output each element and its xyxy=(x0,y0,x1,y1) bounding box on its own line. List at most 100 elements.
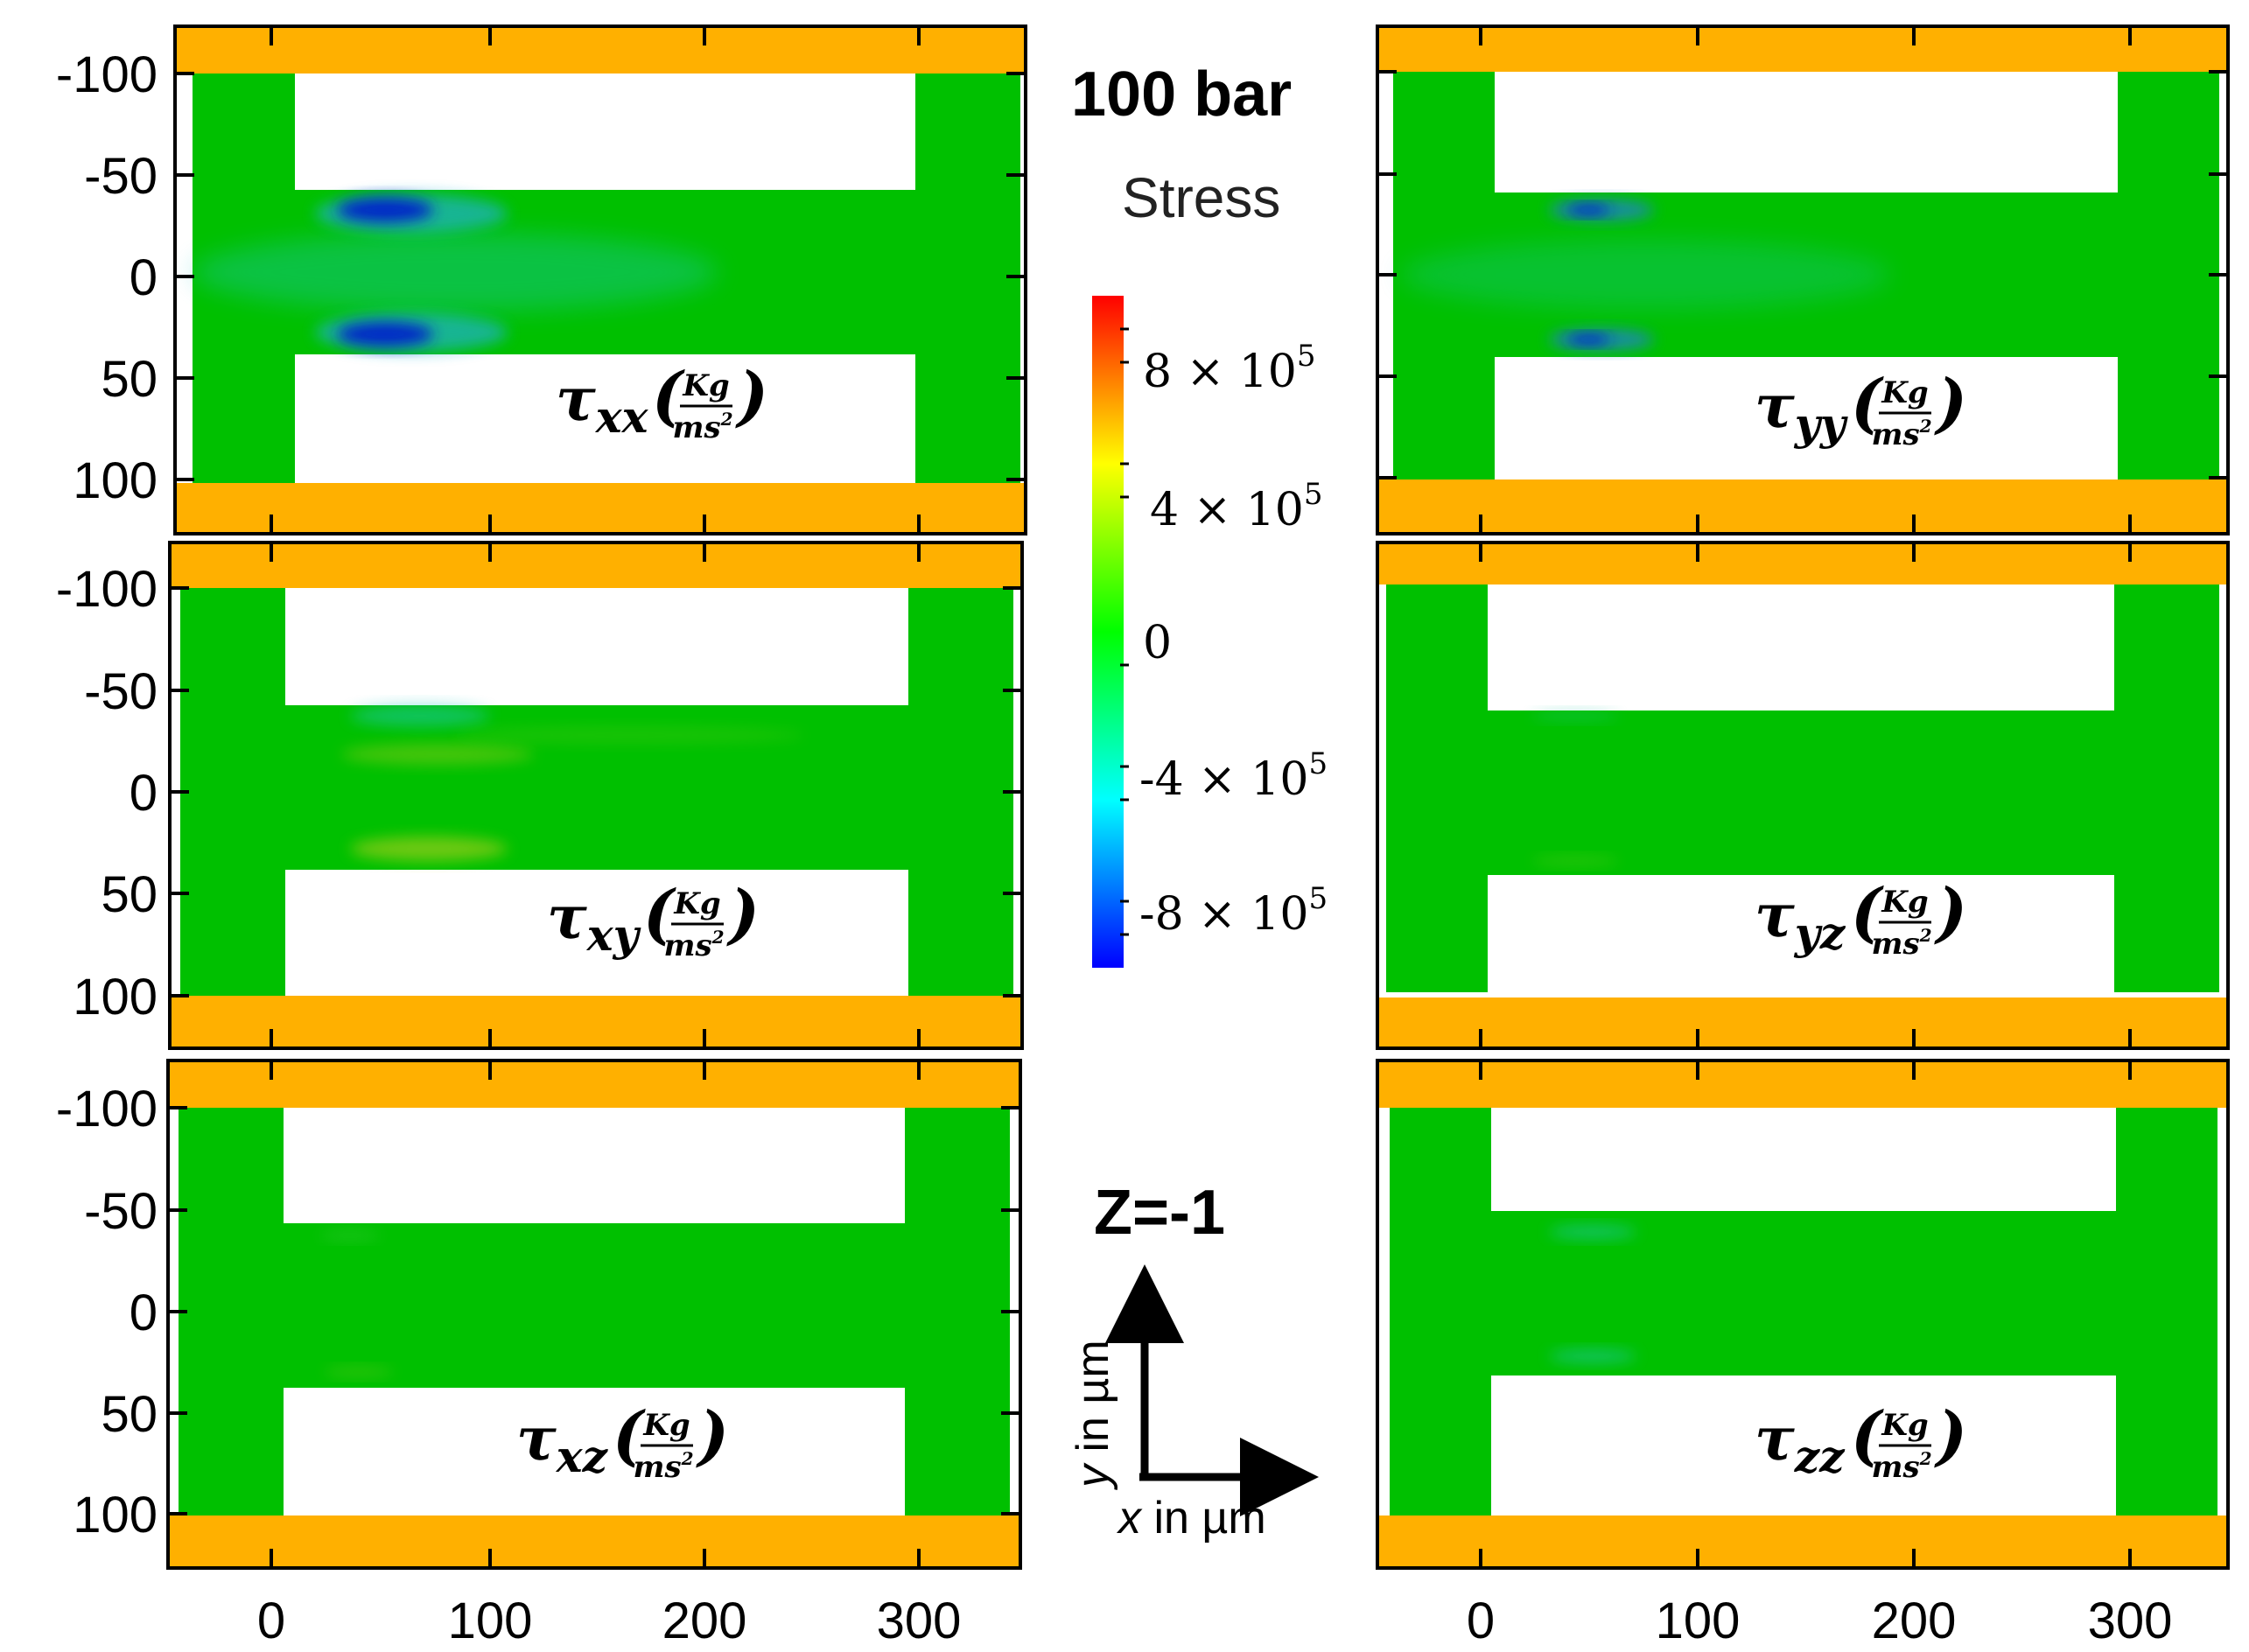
svg-text:Kg: Kg xyxy=(1881,1408,1928,1443)
wall-top xyxy=(170,1062,1019,1108)
svg-text:τxz: τxz xyxy=(516,1404,609,1482)
stress-component-label: τyy ( Kg ms2 ) xyxy=(1755,366,1967,452)
colorbar: 8 × 105 4 × 105 0 -4 × 105 -8 × 105 xyxy=(1092,296,1328,968)
axes-indicator: y in µm x in µm xyxy=(1068,1264,1319,1544)
z-plane-label: Z=-1 xyxy=(1094,1178,1225,1248)
svg-text:ms2: ms2 xyxy=(663,927,724,963)
colorbar-label: 4 × 105 xyxy=(1150,477,1323,536)
stress-label: Stress xyxy=(1122,166,1280,229)
tick-marks xyxy=(1479,1062,2132,1566)
tick-marks xyxy=(172,544,1020,1046)
y-tick-label: 0 xyxy=(130,765,158,822)
svg-text:τxy: τxy xyxy=(547,883,641,961)
wall-top xyxy=(1379,544,2226,584)
wall-top xyxy=(172,544,1020,588)
x-tick-label: 300 xyxy=(2088,1592,2173,1649)
fluid-domain xyxy=(179,1108,1010,1516)
wall-bottom xyxy=(177,483,1024,532)
tick-marks xyxy=(177,28,1024,532)
svg-text:Kg: Kg xyxy=(642,1408,690,1443)
stress-features xyxy=(319,1230,394,1377)
panel-txz: -100 -50 0 50 100 0 100 200 300 τxz ( Kg… xyxy=(56,1059,1022,1649)
y-tick-label: 0 xyxy=(130,249,158,306)
x-tick-labels: 0 100 200 300 xyxy=(1467,1592,2173,1649)
stress-features xyxy=(193,194,718,352)
tick-marks xyxy=(1379,28,2226,532)
x-tick-label: 100 xyxy=(448,1592,533,1649)
stress-component-label: τxx ( Kg ms2 ) xyxy=(556,359,768,445)
svg-text:τyz: τyz xyxy=(1755,881,1846,959)
x-tick-label: 200 xyxy=(662,1592,747,1649)
panel-tzz: 0 100 200 300 τzz ( Kg ms2 ) xyxy=(1376,1059,2230,1649)
svg-text:ms2: ms2 xyxy=(633,1448,693,1485)
wall-bottom xyxy=(1379,998,2226,1046)
colorbar-label: -4 × 105 xyxy=(1139,746,1328,806)
svg-text:): ) xyxy=(1934,875,1967,950)
x-tick-label: 0 xyxy=(257,1592,285,1649)
stress-features xyxy=(1531,710,1619,866)
y-tick-labels: -100 -50 0 50 100 xyxy=(56,561,158,1026)
colorbar-gradient xyxy=(1092,296,1124,968)
wall-top xyxy=(177,28,1024,74)
y-tick-label: -100 xyxy=(56,1081,158,1138)
y-tick-label: 100 xyxy=(73,969,158,1026)
svg-text:ms2: ms2 xyxy=(1871,1448,1931,1485)
y-tick-labels: -100 -50 0 50 100 xyxy=(56,1081,158,1544)
y-tick-label: -100 xyxy=(56,46,158,103)
stress-component-label: τxy ( Kg ms2 ) xyxy=(547,877,760,963)
y-tick-label: 50 xyxy=(101,1386,158,1443)
colorbar-ticks xyxy=(1120,327,1129,936)
panel-txy: -100 -50 0 50 100 τxy ( Kg ms2 ) xyxy=(56,541,1024,1050)
x-tick-label: 200 xyxy=(1872,1592,1957,1649)
x-axis-caption: x in µm xyxy=(1116,1493,1266,1544)
svg-text:ms2: ms2 xyxy=(1871,925,1931,962)
pressure-title: 100 bar xyxy=(1071,60,1292,130)
svg-text:(: ( xyxy=(643,877,676,952)
colorbar-label: -8 × 105 xyxy=(1139,881,1328,941)
x-tick-label: 300 xyxy=(877,1592,962,1649)
fluid-domain xyxy=(1386,584,2219,992)
svg-text:τzz: τzz xyxy=(1755,1404,1846,1482)
wall-top xyxy=(1379,1062,2226,1108)
svg-text:Kg: Kg xyxy=(1881,375,1928,410)
y-tick-label: -50 xyxy=(84,663,158,720)
svg-text:ms2: ms2 xyxy=(672,409,732,445)
svg-text:Kg: Kg xyxy=(673,886,720,921)
svg-text:Kg: Kg xyxy=(1881,885,1928,920)
tick-marks xyxy=(1479,544,2132,1046)
colorbar-label: 8 × 105 xyxy=(1143,339,1316,398)
x-tick-label: 0 xyxy=(1467,1592,1495,1649)
svg-text:τyy: τyy xyxy=(1755,372,1848,450)
svg-text:): ) xyxy=(1934,1398,1967,1474)
y-tick-label: -100 xyxy=(56,561,158,618)
y-tick-labels: -100 -50 0 50 100 xyxy=(56,46,158,509)
svg-text:(: ( xyxy=(613,1398,646,1474)
svg-text:ms2: ms2 xyxy=(1871,416,1931,452)
colorbar-label: 0 xyxy=(1143,617,1172,669)
x-tick-labels: 0 100 200 300 xyxy=(257,1592,962,1649)
svg-text:): ) xyxy=(1934,366,1967,441)
y-tick-label: 50 xyxy=(101,866,158,923)
svg-text:): ) xyxy=(726,877,760,952)
y-tick-label: 50 xyxy=(101,351,158,408)
stress-component-label: τzz ( Kg ms2 ) xyxy=(1755,1398,1967,1485)
y-tick-label: 100 xyxy=(73,1487,158,1544)
wall-bottom xyxy=(1379,1516,2226,1566)
svg-text:(: ( xyxy=(652,359,685,434)
svg-text:(: ( xyxy=(1851,875,1884,950)
stress-features xyxy=(1400,200,1890,350)
svg-text:): ) xyxy=(696,1398,729,1474)
wall-top xyxy=(1379,28,2226,72)
panel-tyz: τyz ( Kg ms2 ) xyxy=(1376,541,2230,1050)
y-tick-label: -50 xyxy=(84,1183,158,1240)
panel-txx: -100 -50 0 50 100 τxx ( Kg ms2 ) xyxy=(56,24,1027,536)
x-tick-label: 100 xyxy=(1656,1592,1741,1649)
svg-text:(: ( xyxy=(1851,366,1884,441)
svg-text:τxx: τxx xyxy=(556,365,649,443)
wall-bottom xyxy=(170,1516,1019,1566)
wall-bottom xyxy=(172,996,1020,1046)
stress-features xyxy=(341,705,805,861)
panel-tyy: τyy ( Kg ms2 ) xyxy=(1376,24,2230,536)
stress-features xyxy=(1549,1225,1636,1363)
